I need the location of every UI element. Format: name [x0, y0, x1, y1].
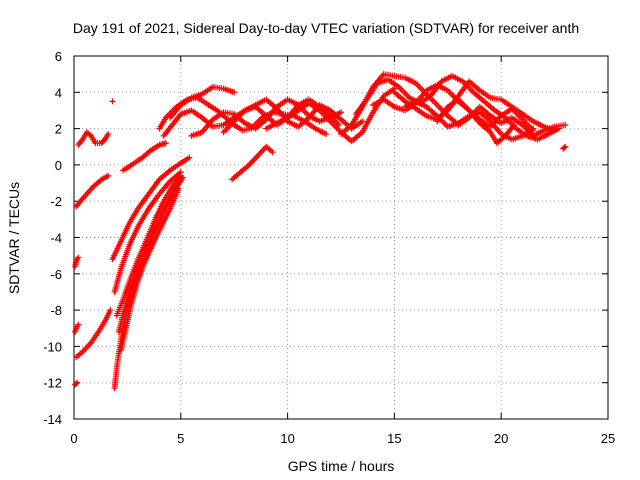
- chart-title: Day 191 of 2021, Sidereal Day-to-day VTE…: [73, 20, 579, 36]
- data-point: [561, 144, 568, 151]
- series-arc-28: [560, 143, 569, 152]
- series-arc-05: [73, 172, 112, 210]
- series-arc-07: [109, 98, 116, 105]
- data-point: [555, 125, 562, 132]
- data-point: [101, 136, 108, 143]
- data-point: [107, 307, 114, 314]
- x-axis-label: GPS time / hours: [288, 458, 395, 474]
- series-arc-17: [167, 83, 238, 121]
- x-tick-label: 25: [601, 431, 615, 446]
- data-point: [109, 98, 116, 105]
- y-tick-label: -14: [43, 412, 62, 427]
- series-arc-04: [73, 307, 114, 361]
- y-tick-label: -6: [50, 267, 62, 282]
- series-arc-09: [109, 154, 193, 263]
- data-point: [562, 121, 569, 128]
- series-arc-02: [72, 321, 82, 335]
- data-point: [323, 131, 330, 138]
- y-axis-label: SDTVAR / TECUs: [6, 182, 22, 294]
- data-point: [359, 118, 366, 125]
- data-point: [78, 137, 85, 144]
- axis-ticks: 0 5 10 15 20 25 -14 -12 -10 -8 -6 -4 -2 0 2 4 6: [43, 49, 615, 446]
- data-point: [511, 121, 518, 128]
- y-tick-label: -12: [43, 376, 62, 391]
- x-tick-label: 15: [387, 431, 401, 446]
- series-arc-14: [117, 185, 182, 354]
- y-tick-label: 6: [55, 49, 62, 64]
- data-point: [562, 143, 569, 150]
- y-tick-label: -8: [50, 303, 62, 318]
- data-point: [179, 174, 186, 181]
- data-point: [74, 379, 81, 386]
- series-arc-01: [72, 379, 81, 388]
- series-arc-12: [113, 172, 184, 319]
- x-tick-label: 0: [70, 431, 77, 446]
- y-tick-label: -2: [50, 194, 62, 209]
- data-point: [231, 89, 238, 96]
- series-arc-19: [229, 143, 276, 183]
- data-point: [105, 131, 112, 138]
- data-point: [162, 140, 169, 147]
- x-tick-label: 20: [494, 431, 508, 446]
- series-arc-03: [72, 254, 82, 270]
- y-tick-label: -4: [50, 231, 62, 246]
- series-arc-06: [75, 129, 112, 148]
- series-arc-18: [188, 96, 344, 139]
- data-points: [72, 71, 569, 392]
- data-point: [75, 321, 82, 328]
- y-tick-label: -10: [43, 339, 62, 354]
- data-point: [105, 172, 112, 179]
- series-arc-23: [352, 72, 562, 143]
- data-point: [73, 380, 80, 387]
- data-point: [269, 149, 276, 156]
- data-point: [338, 109, 344, 116]
- y-tick-label: 4: [55, 85, 62, 100]
- x-tick-label: 5: [177, 431, 184, 446]
- x-tick-label: 10: [280, 431, 294, 446]
- y-tick-label: 0: [55, 158, 62, 173]
- series-arc-21: [263, 85, 398, 145]
- y-tick-label: 2: [55, 122, 62, 137]
- data-point: [551, 127, 558, 134]
- data-point: [530, 125, 537, 132]
- series-arc-10: [111, 169, 184, 295]
- series-arc-08: [120, 140, 169, 174]
- data-point: [186, 154, 193, 161]
- data-point: [175, 185, 182, 192]
- data-point: [75, 254, 82, 261]
- series-arc-27: [434, 96, 518, 147]
